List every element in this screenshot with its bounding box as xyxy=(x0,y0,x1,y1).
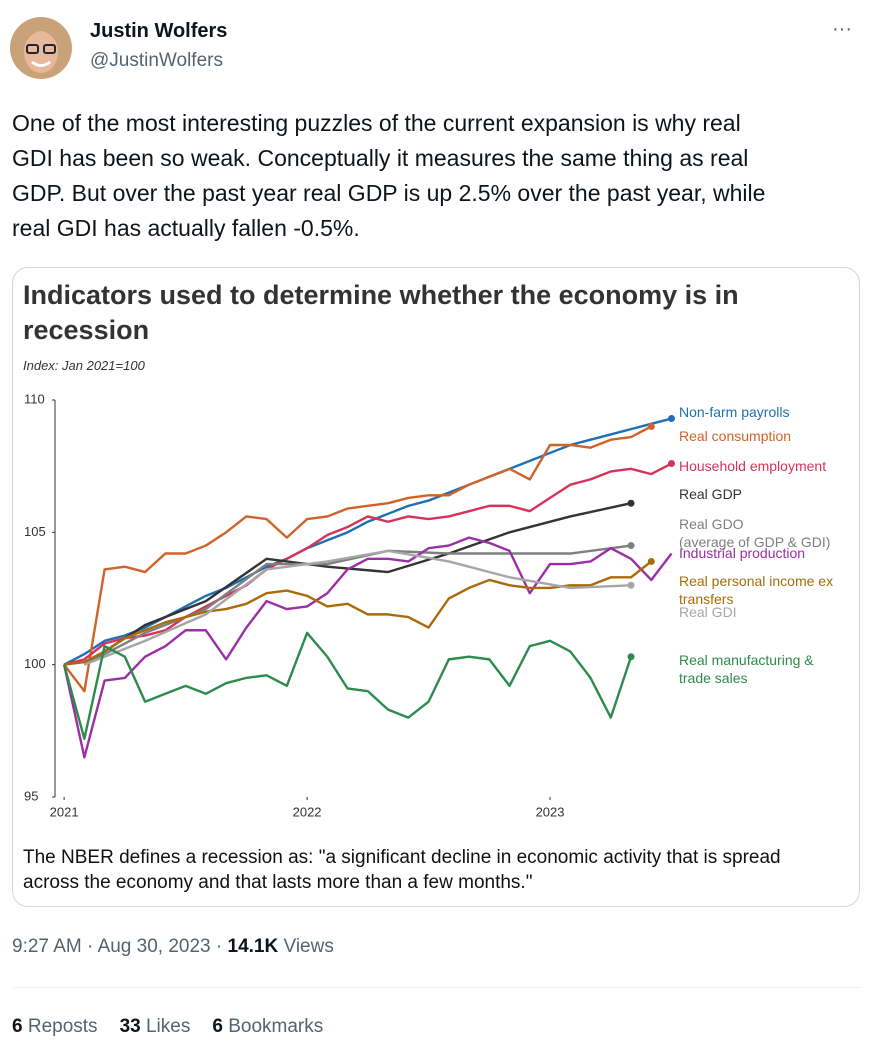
x-tick-label: 2023 xyxy=(536,804,565,819)
legend-note: (average of GDP & GDI) xyxy=(679,534,831,550)
more-menu[interactable]: ··· xyxy=(832,18,852,40)
series-line xyxy=(83,549,632,666)
legend-label: Real consumption xyxy=(679,428,792,444)
y-tick-label: 95 xyxy=(24,788,38,803)
tweet-meta: 9:27 AM · Aug 30, 2023 · 14.1K Views xyxy=(12,936,334,958)
y-tick-label: 110 xyxy=(24,391,45,406)
views-label: Views xyxy=(283,936,334,957)
stat[interactable]: 6 Reposts xyxy=(12,1016,98,1037)
time[interactable]: 9:27 AM xyxy=(12,936,82,957)
x-tick-label: 2021 xyxy=(50,804,79,819)
y-tick-label: 105 xyxy=(24,524,46,539)
tweet-text: GDP. But over the past year real GDP is … xyxy=(12,180,766,206)
series-line xyxy=(62,536,673,759)
series-line xyxy=(63,462,673,666)
date[interactable]: Aug 30, 2023 xyxy=(97,936,211,957)
avatar[interactable] xyxy=(10,17,72,79)
stat-count: 6 xyxy=(12,1016,23,1037)
stat-label: Bookmarks xyxy=(228,1016,324,1037)
series-line xyxy=(63,560,653,666)
end-marker xyxy=(627,499,635,507)
chart-title: Indicators used to determine whether the… xyxy=(23,280,739,345)
legend-label: Real GDO xyxy=(679,516,744,532)
legend-label: Real GDI xyxy=(679,604,737,620)
end-marker xyxy=(668,460,676,468)
series-line xyxy=(83,502,632,666)
author-name[interactable]: Justin Wolfers xyxy=(90,20,228,42)
legend-label: Real manufacturing & trade sales xyxy=(679,652,814,686)
series-line xyxy=(63,425,652,693)
end-marker xyxy=(668,415,676,423)
stat-count: 33 xyxy=(119,1016,141,1037)
y-tick-label: 100 xyxy=(24,656,46,671)
legend-label: Household employment xyxy=(679,458,827,474)
end-marker xyxy=(627,542,635,550)
legend-label: Real GDP xyxy=(679,486,743,502)
end-marker xyxy=(647,422,655,430)
stat[interactable]: 33 Likes xyxy=(120,1016,191,1037)
views-count: 14.1K xyxy=(227,936,279,957)
series-line xyxy=(62,631,633,740)
chart-subtitle: Index: Jan 2021=100 xyxy=(23,358,145,373)
divider xyxy=(12,987,862,988)
stat-label: Likes xyxy=(145,1016,191,1037)
tweet-text: One of the most interesting puzzles of t… xyxy=(12,110,741,136)
media-card[interactable] xyxy=(12,267,860,907)
end-marker xyxy=(627,581,635,589)
separator: · xyxy=(215,936,223,957)
legend-label: Industrial production xyxy=(679,545,806,561)
x-tick-label: 2022 xyxy=(293,804,322,819)
tweet-text: real GDI has actually fallen -0.5%. xyxy=(12,215,360,241)
separator: · xyxy=(87,936,94,957)
tweet-stats: 6 Reposts 33 Likes 6 Bookmarks xyxy=(12,1016,345,1038)
chart-footnote: The NBER defines a recession as: "a sign… xyxy=(23,847,781,893)
end-marker xyxy=(647,557,655,565)
legend-label: Non-farm payrolls xyxy=(679,404,790,420)
stat-count: 6 xyxy=(212,1016,223,1037)
stat-label: Reposts xyxy=(27,1016,98,1037)
end-marker xyxy=(627,653,635,661)
legend-label: Real personal income ex transfers xyxy=(679,573,834,607)
stat[interactable]: 6 Bookmarks xyxy=(212,1016,323,1037)
tweet-text: GDI has been so weak. Conceptually it me… xyxy=(12,145,749,171)
series-line xyxy=(83,544,632,666)
author-handle[interactable]: @JustinWolfers xyxy=(90,50,223,71)
